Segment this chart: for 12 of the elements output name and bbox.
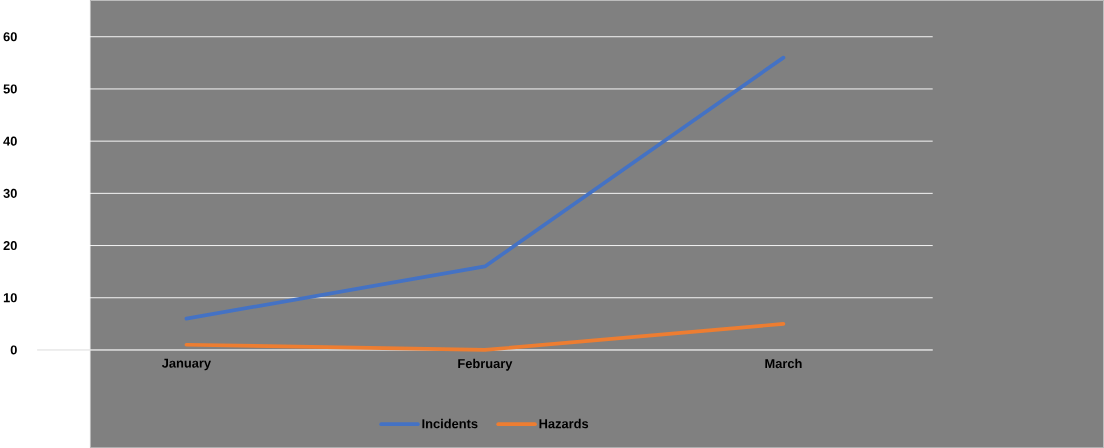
x-tick-label: March (765, 358, 802, 369)
y-tick-label: 60 (3, 32, 17, 42)
x-tick-label: February (458, 358, 513, 371)
y-tick-label: 40 (3, 136, 17, 146)
y-tick-label: 20 (3, 240, 17, 250)
y-tick-label: 10 (3, 293, 17, 303)
legend-label: Hazards (539, 418, 589, 429)
legend-label: Incidents (422, 418, 478, 429)
x-tick-label: January (161, 358, 211, 371)
y-tick-label: 50 (3, 84, 17, 94)
y-tick-label: 30 (3, 188, 17, 198)
y-tick-label: 0 (10, 345, 17, 355)
